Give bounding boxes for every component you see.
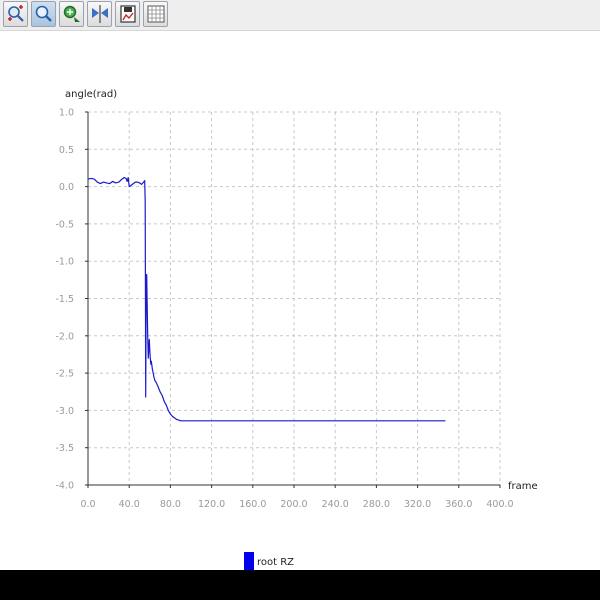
x-tick-label: 200.0 [280, 499, 307, 510]
fit-button[interactable] [87, 1, 112, 27]
zoom-icon [35, 5, 52, 22]
pan-button[interactable] [59, 1, 84, 27]
zoom-in-button[interactable] [3, 1, 28, 27]
legend-label: root RZ [257, 557, 294, 568]
toolbar [0, 0, 600, 31]
x-tick-label: 120.0 [198, 499, 225, 510]
x-tick-label: 240.0 [322, 499, 349, 510]
y-tick-label: -1.0 [55, 257, 74, 268]
x-tick-label: 80.0 [160, 499, 181, 510]
grid-button[interactable] [143, 1, 168, 27]
x-tick-label: 320.0 [404, 499, 431, 510]
y-tick-label: -4.0 [55, 481, 74, 492]
series-line-root-rz [87, 177, 446, 422]
grid [88, 111, 501, 485]
y-tick-label: -0.5 [55, 219, 74, 230]
y-tick-label: -3.5 [55, 443, 74, 454]
y-axis-label: angle(rad) [65, 89, 117, 100]
chart-area[interactable]: 1.0 0.5 0.0 -0.5 -1.0 -1.5 -2.0 -2.5 -3.0 -3.5 -4.… [0, 30, 600, 570]
grid-icon [147, 5, 165, 23]
x-axis-label: frame [508, 481, 538, 492]
zoom-in-icon [8, 5, 24, 22]
x-tick-label: 360.0 [445, 499, 472, 510]
x-tick-label: 0.0 [80, 499, 95, 510]
y-tick-label: -2.0 [55, 331, 74, 342]
y-tick-label: -3.0 [55, 406, 74, 417]
zoom-button[interactable] [31, 1, 56, 27]
fit-icon [92, 5, 108, 23]
save-icon [120, 5, 136, 23]
x-tick-label: 400.0 [486, 499, 513, 510]
y-tick-label: 0.5 [59, 145, 74, 156]
x-tick-label: 40.0 [119, 499, 140, 510]
y-tick-label: -1.5 [55, 294, 74, 305]
y-tick-labels: 1.0 0.5 0.0 -0.5 -1.0 -1.5 -2.0 -2.5 -3.0 -3.5 -4.… [55, 108, 88, 492]
y-tick-label: 0.0 [59, 182, 74, 193]
y-tick-label: 1.0 [59, 108, 74, 119]
pan-icon [63, 5, 80, 22]
series [87, 177, 446, 422]
x-tick-label: 280.0 [363, 499, 390, 510]
x-tick-label: 160.0 [239, 499, 266, 510]
legend: root RZ [244, 552, 294, 570]
line-chart[interactable]: 1.0 0.5 0.0 -0.5 -1.0 -1.5 -2.0 -2.5 -3.0 -3.5 -4.… [0, 30, 600, 570]
legend-swatch [244, 552, 254, 570]
x-tick-labels: 0.0 40.0 80.0 120.0 160.0 200.0 240.0 280.0 320.… [80, 485, 514, 510]
y-tick-label: -2.5 [55, 369, 74, 380]
save-button[interactable] [115, 1, 140, 27]
bottom-bar [0, 570, 600, 600]
